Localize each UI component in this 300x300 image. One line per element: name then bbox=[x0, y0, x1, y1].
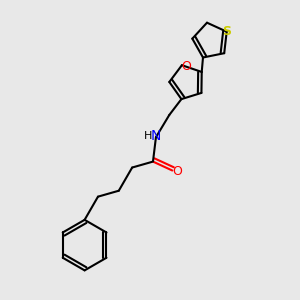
Text: O: O bbox=[182, 60, 191, 73]
Text: S: S bbox=[222, 25, 231, 38]
Text: O: O bbox=[172, 166, 182, 178]
Text: H: H bbox=[144, 131, 153, 141]
Text: N: N bbox=[151, 129, 161, 143]
